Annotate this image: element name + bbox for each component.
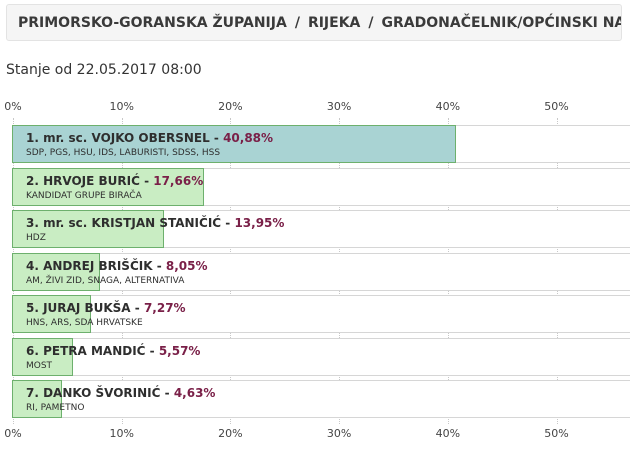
axis-tick-label: 20% — [218, 100, 243, 113]
candidate-parties: HNS, ARS, SDA HRVATSKE — [26, 318, 143, 328]
result-bar — [12, 210, 164, 248]
candidate-row[interactable]: 3. mr. sc. KRISTJAN STANIČIĆ - 13,95% HDZ — [12, 210, 630, 248]
axis-tick-label: 50% — [544, 427, 569, 440]
axis-tick-label: 0% — [4, 100, 22, 113]
candidate-label: 4. ANDREJ BRIŠČIK - 8,05% AM, ŽIVI ZID, S… — [26, 259, 208, 287]
candidate-percent: 40,88% — [223, 131, 274, 145]
candidate-row[interactable]: 2. HRVOJE BURIĆ - 17,66% KANDIDAT GRUPE B… — [12, 167, 630, 206]
result-bar — [12, 380, 63, 418]
axis-tick-label: 10% — [109, 100, 134, 113]
candidate-label: 3. mr. sc. KRISTJAN STANIČIĆ - 13,95% HDZ — [26, 216, 284, 244]
candidate-percent: 17,66% — [153, 173, 204, 188]
candidate-name: 7. DANKO ŠVORINIĆ — [26, 386, 161, 400]
label-separator: - — [152, 258, 166, 273]
axis-tick-label: 40% — [435, 100, 461, 113]
label-separator: - — [130, 301, 144, 315]
axis-tick-label: 30% — [326, 100, 352, 113]
axis-tick-label: 30% — [326, 427, 352, 440]
breadcrumb-separator: / — [294, 14, 300, 31]
result-bar — [12, 295, 92, 333]
candidate-name: 4. ANDREJ BRIŠČIK — [26, 258, 153, 273]
candidate-row[interactable]: 6. PETRA MANDIĆ - 5,57% MOST — [12, 337, 630, 376]
axis-tick-label: 40% — [435, 427, 461, 440]
axis-tick-label: 0% — [4, 427, 22, 440]
breadcrumb-separator: / — [368, 14, 374, 31]
result-bar — [12, 167, 204, 206]
breadcrumb-election: GRADONAČELNIK/OPĆINSKI NAČELNIK — [381, 14, 621, 31]
result-bar — [12, 337, 73, 376]
candidate-name: 3. mr. sc. KRISTJAN STANIČIĆ — [26, 216, 222, 230]
candidate-row[interactable]: 5. JURAJ BUKŠA - 7,27% HNS, ARS, SDA HRVA… — [12, 295, 630, 333]
candidate-name: 1. mr. sc. VOJKO OBERSNEL — [26, 131, 210, 145]
label-separator: - — [139, 173, 154, 188]
candidate-name: 6. PETRA MANDIĆ — [26, 343, 146, 358]
label-separator: - — [145, 343, 159, 358]
x-axis-top: 0% 10% 20% 30% 40% 50% — [0, 100, 630, 116]
candidate-parties: RI, PAMETNO — [26, 403, 85, 413]
axis-tick-label: 10% — [109, 427, 134, 440]
candidate-label: 6. PETRA MANDIĆ - 5,57% MOST — [26, 344, 200, 372]
candidate-percent: 4,63% — [173, 386, 216, 400]
breadcrumb-city[interactable]: RIJEKA — [307, 14, 361, 31]
candidate-row[interactable]: 1. mr. sc. VOJKO OBERSNEL - 40,88% SDP, P… — [12, 125, 630, 163]
axis-tick-label: 20% — [218, 427, 243, 440]
candidate-label: 5. JURAJ BUKŠA - 7,27% HNS, ARS, SDA HRVA… — [26, 301, 186, 329]
label-separator: - — [160, 386, 174, 400]
candidate-parties: AM, ŽIVI ZID, SNAGA, ALTERNATIVA — [26, 275, 185, 286]
candidate-label: 7. DANKO ŠVORINIĆ - 4,63% RI, PAMETNO — [26, 386, 215, 414]
axis-tick-label: 50% — [544, 100, 569, 113]
candidate-row[interactable]: 7. DANKO ŠVORINIĆ - 4,63% RI, PAMETNO — [12, 380, 630, 418]
status-timestamp: Stanje od 22.05.2017 08:00 — [6, 62, 202, 78]
candidate-parties: KANDIDAT GRUPE BIRAČA — [26, 190, 142, 201]
candidate-percent: 5,57% — [158, 343, 201, 358]
candidate-parties: HDZ — [26, 233, 46, 243]
candidate-name: 5. JURAJ BUKŠA — [26, 301, 131, 315]
candidate-parties: SDP, PGS, HSU, IDS, LABURISTI, SDSS, HSS — [26, 148, 221, 158]
candidate-row[interactable]: 4. ANDREJ BRIŠČIK - 8,05% AM, ŽIVI ZID, S… — [12, 252, 630, 291]
candidate-percent: 7,27% — [143, 301, 186, 315]
breadcrumb-county[interactable]: PRIMORSKO-GORANSKA ŽUPANIJA — [18, 14, 287, 31]
candidate-percent: 13,95% — [234, 216, 285, 230]
breadcrumb: PRIMORSKO-GORANSKA ŽUPANIJA / RIJEKA / G… — [6, 4, 622, 41]
x-axis-bottom: 0% 10% 20% 30% 40% 50% — [0, 427, 630, 443]
candidate-label: 2. HRVOJE BURIĆ - 17,66% KANDIDAT GRUPE B… — [26, 174, 203, 202]
candidate-parties: MOST — [26, 360, 53, 371]
candidate-percent: 8,05% — [165, 258, 208, 273]
label-separator: - — [221, 216, 235, 230]
candidate-label: 1. mr. sc. VOJKO OBERSNEL - 40,88% SDP, P… — [26, 131, 273, 159]
result-bar — [12, 125, 457, 163]
label-separator: - — [209, 131, 224, 145]
candidate-name: 2. HRVOJE BURIĆ — [26, 173, 140, 188]
result-bar — [12, 252, 100, 291]
